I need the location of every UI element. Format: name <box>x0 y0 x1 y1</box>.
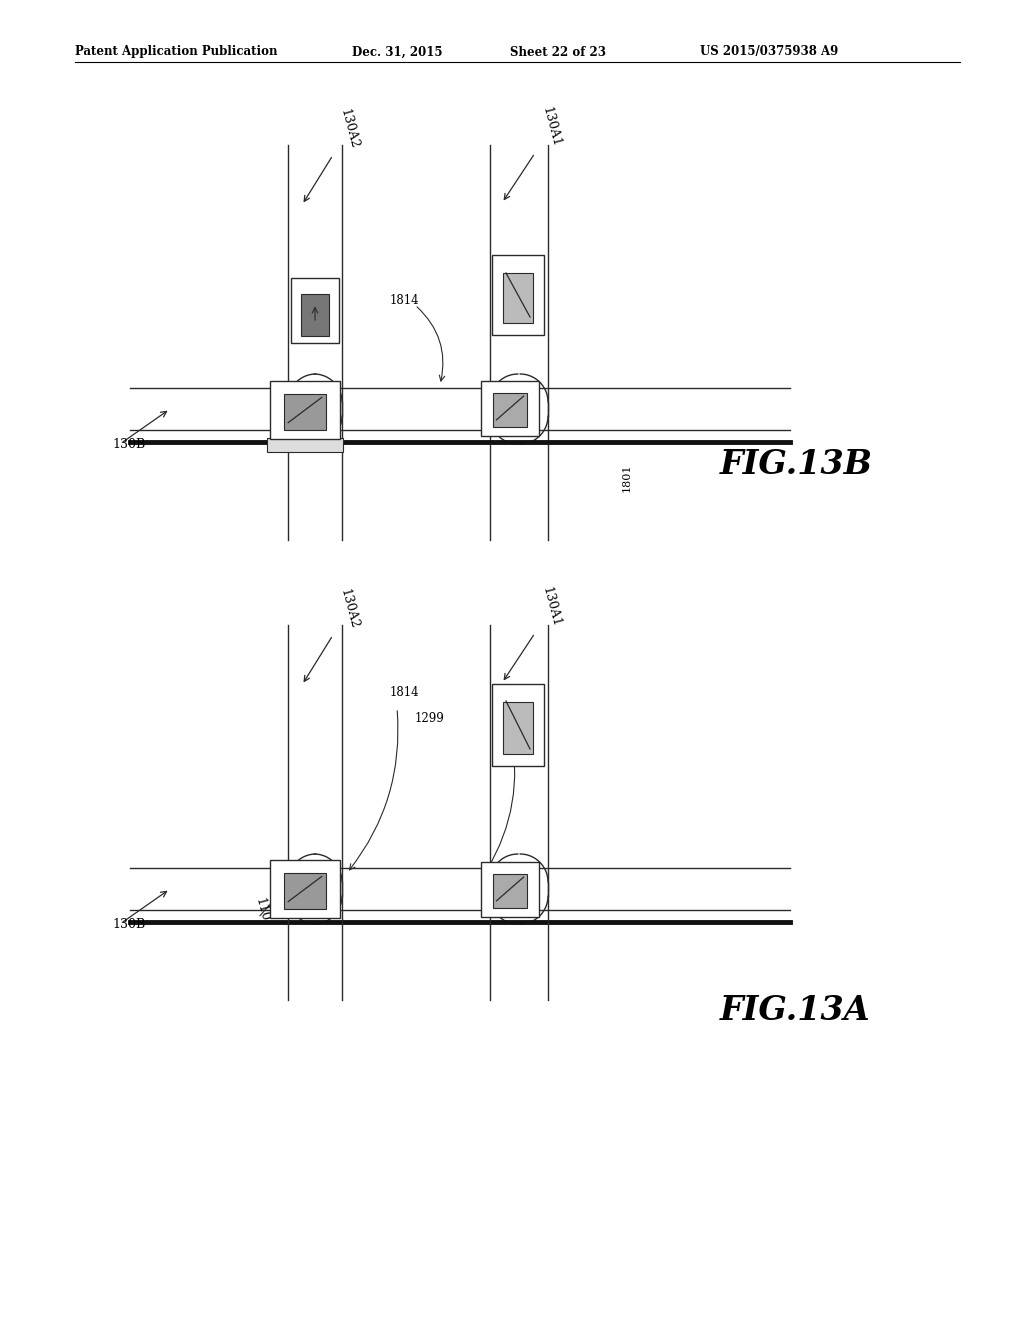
Bar <box>270 381 340 440</box>
Bar <box>481 862 539 916</box>
Text: 1814: 1814 <box>390 293 420 306</box>
Text: 130A2: 130A2 <box>338 107 361 150</box>
Text: 1801: 1801 <box>622 463 632 492</box>
Text: Patent Application Publication: Patent Application Publication <box>75 45 278 58</box>
Bar <box>481 380 539 436</box>
Bar <box>284 393 326 430</box>
Text: 1299: 1299 <box>415 711 444 725</box>
Bar <box>267 438 343 451</box>
Text: 130A2: 130A2 <box>338 587 361 630</box>
Text: Dec. 31, 2015: Dec. 31, 2015 <box>352 45 442 58</box>
Text: 110: 110 <box>253 896 271 923</box>
Bar <box>284 873 326 909</box>
Bar <box>493 874 527 908</box>
Bar <box>301 294 329 337</box>
Text: FIG.13B: FIG.13B <box>720 449 873 482</box>
Bar <box>291 277 339 342</box>
Bar <box>503 702 534 754</box>
Text: 130B: 130B <box>112 438 145 451</box>
Text: Sheet 22 of 23: Sheet 22 of 23 <box>510 45 606 58</box>
Text: 1814: 1814 <box>390 686 420 700</box>
Bar <box>493 393 527 426</box>
Text: US 2015/0375938 A9: US 2015/0375938 A9 <box>700 45 839 58</box>
Bar <box>503 273 534 323</box>
Text: 130B: 130B <box>112 917 145 931</box>
Bar <box>492 255 544 335</box>
Bar <box>270 861 340 917</box>
Text: 130A1: 130A1 <box>540 106 563 148</box>
Text: 130A1: 130A1 <box>540 585 563 628</box>
Text: FIG.13A: FIG.13A <box>720 994 870 1027</box>
Bar <box>492 684 544 766</box>
